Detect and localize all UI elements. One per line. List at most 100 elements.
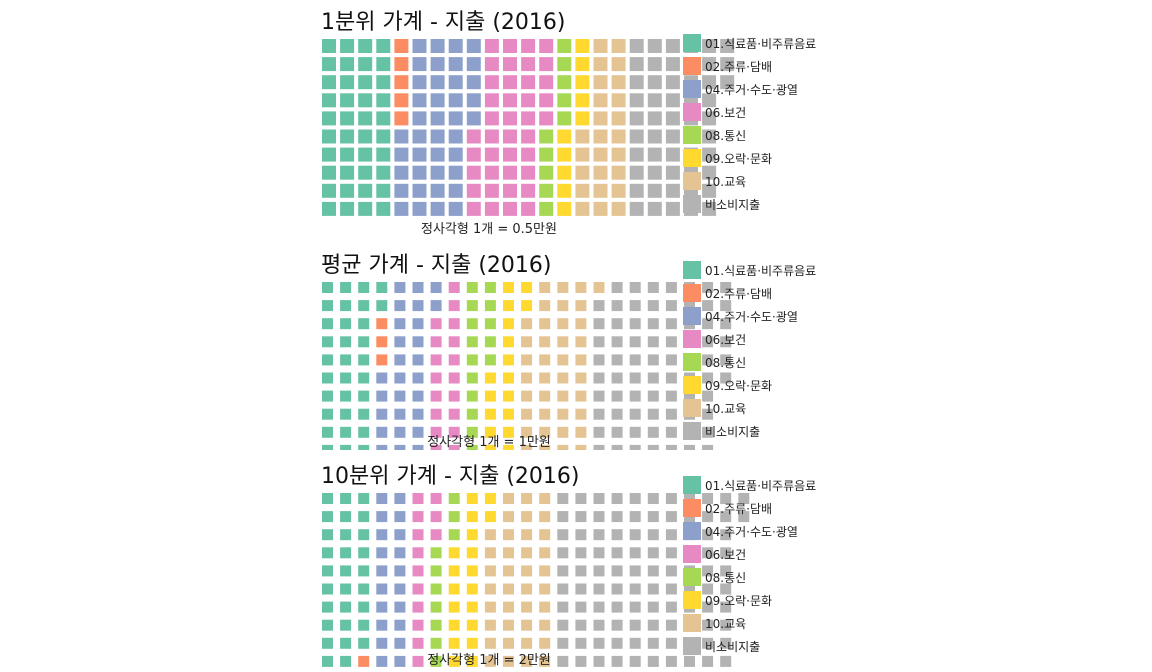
legend-swatch [683, 399, 701, 417]
legend-swatch [683, 80, 701, 98]
waffle-square [322, 426, 333, 438]
waffle-square [539, 336, 551, 348]
waffle-square [557, 39, 572, 53]
waffle-square [466, 354, 478, 366]
waffle-square [539, 511, 551, 523]
waffle-square [466, 619, 478, 631]
waffle-square [484, 493, 496, 504]
waffle-square [466, 336, 478, 348]
waffle-square [557, 75, 572, 90]
waffle-square [611, 655, 623, 667]
waffle-square [521, 426, 533, 438]
waffle-square [702, 282, 714, 293]
waffle-square [629, 565, 641, 577]
waffle-square [394, 547, 406, 559]
waffle-square [611, 511, 623, 523]
waffle-square [629, 529, 641, 541]
waffle-square [503, 583, 514, 595]
waffle-square [539, 619, 551, 631]
waffle-square [412, 444, 424, 450]
waffle-square [647, 529, 659, 541]
waffle-square [358, 147, 373, 162]
waffle-square [430, 655, 442, 667]
waffle-square [557, 547, 569, 559]
waffle-square [448, 619, 460, 631]
waffle-square [430, 511, 442, 523]
waffle-square [448, 300, 460, 312]
waffle-square [629, 547, 641, 559]
waffle-square [448, 282, 460, 293]
waffle-square [702, 444, 714, 450]
waffle-square [611, 565, 623, 577]
waffle-square [466, 147, 481, 162]
waffle-square [720, 655, 732, 667]
waffle-square [521, 129, 536, 144]
waffle-square [611, 372, 623, 384]
waffle-square [430, 129, 445, 144]
waffle-square [684, 444, 695, 450]
legend-swatch [683, 476, 701, 494]
waffle-square [593, 183, 608, 198]
waffle-square [702, 547, 714, 559]
waffle-square [557, 183, 572, 198]
waffle-square [448, 39, 463, 53]
waffle-square [412, 565, 424, 577]
waffle-square [358, 372, 370, 384]
waffle-square [430, 201, 445, 216]
waffle-square [340, 183, 355, 198]
waffle-square [557, 201, 572, 216]
waffle-square [611, 57, 626, 72]
waffle-square [593, 129, 608, 144]
waffle-square [521, 601, 533, 613]
waffle-square [665, 282, 677, 293]
waffle-square [412, 493, 424, 504]
waffle-square [593, 637, 605, 649]
waffle-square [394, 282, 406, 293]
waffle-square [394, 511, 406, 523]
waffle-square [575, 282, 587, 293]
waffle-square [412, 282, 424, 293]
waffle-square [665, 300, 677, 312]
legend-label: 08.통신 [705, 129, 747, 143]
waffle-square [539, 354, 551, 366]
waffle-square [340, 354, 352, 366]
waffle-square [466, 165, 481, 180]
waffle-square [376, 318, 388, 330]
waffle-square [358, 655, 370, 667]
waffle-square [611, 601, 623, 613]
waffle-square [647, 336, 659, 348]
waffle-square [322, 300, 333, 312]
waffle-square [466, 529, 478, 541]
waffle-square [684, 655, 695, 667]
waffle-square [629, 300, 641, 312]
waffle-square [702, 493, 714, 504]
waffle-square [412, 390, 424, 402]
waffle-square [521, 583, 533, 595]
waffle-square [340, 336, 352, 348]
waffle-square [358, 183, 373, 198]
waffle-square [665, 57, 680, 72]
waffle-square [539, 655, 551, 667]
waffle-square [665, 511, 677, 523]
waffle-square [521, 300, 533, 312]
waffle-square [358, 201, 373, 216]
waffle-square [557, 129, 572, 144]
waffle-square [448, 57, 463, 72]
waffle-square [702, 39, 717, 53]
waffle-square [484, 354, 496, 366]
waffle-square [358, 129, 373, 144]
waffle-square [629, 426, 641, 438]
waffle-square [611, 619, 623, 631]
waffle-square [448, 655, 460, 667]
waffle-square [394, 93, 409, 108]
waffle-square [503, 655, 514, 667]
waffle-square [575, 147, 590, 162]
waffle-square [322, 547, 333, 559]
legend-label: 04.주거·수도·광열 [705, 310, 798, 324]
waffle-square [575, 619, 587, 631]
waffle-square [448, 493, 460, 504]
waffle-square [412, 372, 424, 384]
waffle-chart [322, 39, 735, 216]
waffle-square [647, 583, 659, 595]
waffle-square [720, 75, 735, 90]
